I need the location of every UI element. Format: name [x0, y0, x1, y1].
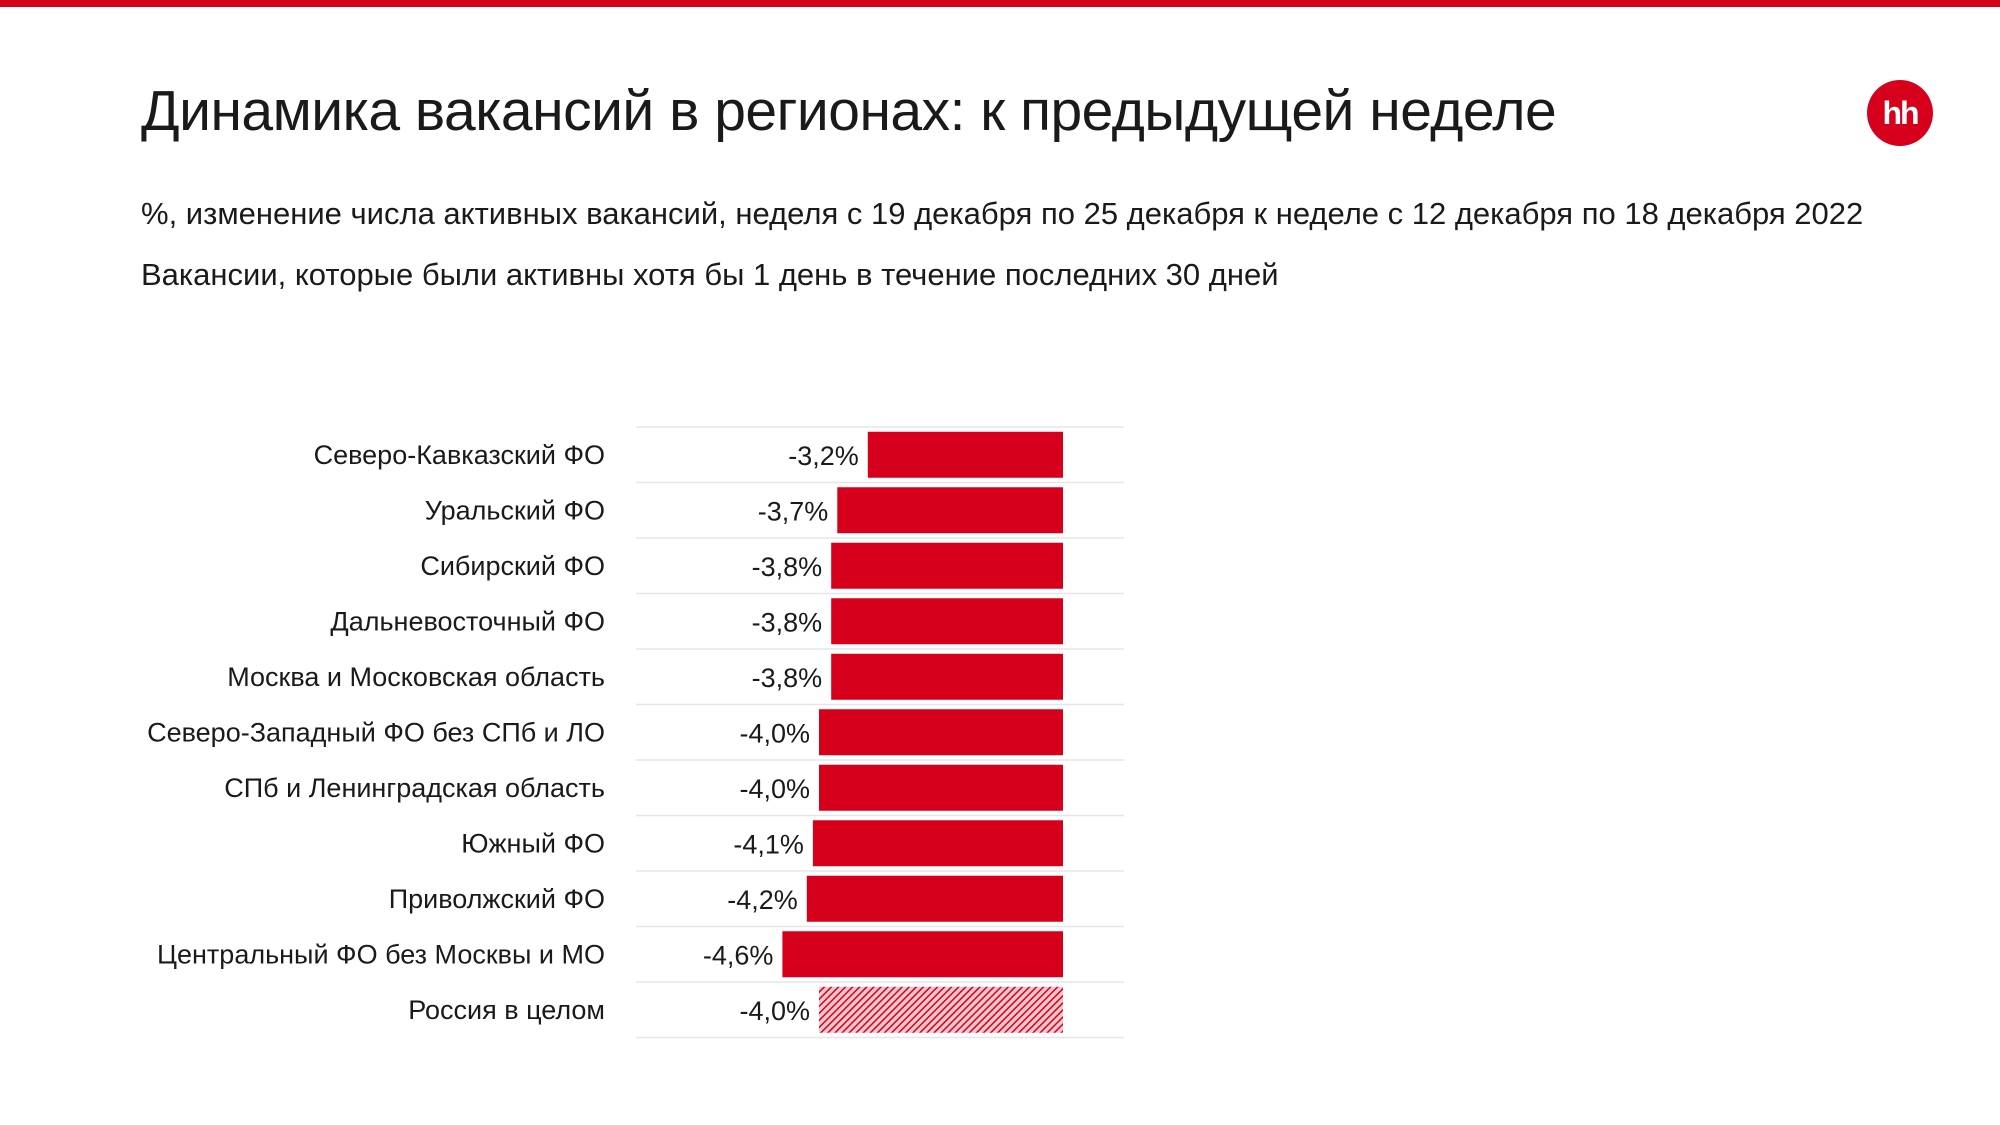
category-label: Приволжский ФО — [389, 884, 605, 914]
data-label: -4,0% — [739, 718, 810, 748]
data-label: -4,2% — [727, 885, 798, 915]
category-label: Северо-Кавказский ФО — [314, 440, 605, 470]
category-label: Москва и Московская область — [227, 662, 605, 692]
category-label: Южный ФО — [461, 828, 605, 858]
data-label: -3,8% — [752, 607, 823, 637]
hh-logo: hh — [1867, 80, 1933, 146]
data-label: -4,0% — [739, 774, 810, 804]
bar — [812, 820, 1063, 867]
category-label: Уральский ФО — [425, 495, 605, 525]
bar — [819, 764, 1063, 811]
page-title: Динамика вакансий в регионах: к предыдущ… — [141, 79, 1557, 143]
bar-total — [819, 986, 1063, 1033]
data-label: -3,8% — [752, 663, 823, 693]
category-label: Северо-Западный ФО без СПб и ЛО — [147, 717, 605, 747]
category-label: Россия в целом — [408, 995, 605, 1025]
bar — [831, 598, 1063, 645]
subtitle-note: Вакансии, которые были активны хотя бы 1… — [141, 257, 1279, 292]
bar — [782, 931, 1063, 978]
data-label: -4,6% — [703, 940, 774, 970]
bar — [831, 542, 1063, 589]
bar — [867, 431, 1063, 478]
category-label: СПб и Ленинградская область — [224, 773, 605, 803]
data-label: -4,0% — [739, 996, 810, 1026]
data-label: -3,7% — [758, 496, 829, 526]
category-label: Дальневосточный ФО — [330, 606, 605, 636]
bar — [819, 709, 1063, 756]
subtitle-measure: %, изменение числа активных вакансий, не… — [141, 196, 1864, 231]
data-label: -3,8% — [752, 552, 823, 582]
hh-logo-text: hh — [1882, 94, 1919, 131]
category-label: Сибирский ФО — [420, 551, 605, 581]
top-accent-bar — [0, 0, 2000, 7]
category-label: Центральный ФО без Москвы и МО — [157, 939, 605, 969]
bar — [831, 653, 1063, 700]
bar — [837, 487, 1063, 534]
data-label: -3,2% — [788, 441, 859, 471]
bar — [806, 875, 1063, 922]
data-label: -4,1% — [733, 829, 804, 859]
